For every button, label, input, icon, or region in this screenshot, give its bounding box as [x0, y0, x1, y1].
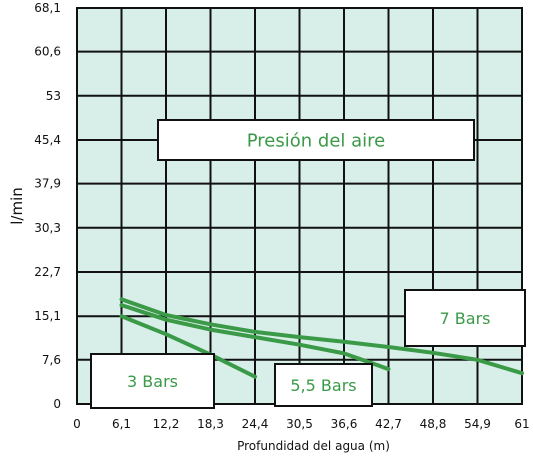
x-tick-label: 54,9 — [464, 417, 491, 431]
x-tick-label: 0 — [73, 417, 81, 431]
annotation-title-box — [157, 119, 475, 161]
series-lines — [119, 297, 524, 379]
series-line-3 — [119, 297, 524, 376]
legend-5-5-bars-box — [274, 363, 373, 407]
x-tick-label: 36,6 — [331, 417, 358, 431]
x-tick-label: 6,1 — [112, 417, 131, 431]
annotation-boxes: Presión del aire 3 Bars 5,5 Bars 7 Bars — [90, 119, 526, 409]
y-tick-label: 53 — [46, 89, 61, 103]
annotation-title-label: Presión del aire — [247, 130, 385, 151]
y-tick-label: 0 — [53, 397, 61, 411]
y-tick-label: 30,3 — [34, 221, 61, 235]
legend-7-bars-label: 7 Bars — [440, 309, 491, 328]
legend-3-bars-box — [90, 353, 215, 409]
y-tick-label: 22,7 — [34, 265, 61, 279]
y-tick-labels: 0 7,6 15,1 22,7 30,3 37,9 45,4 53 60,6 68,1 — [34, 1, 61, 411]
x-tick-label: 18,3 — [197, 417, 224, 431]
x-axis-title: Profundidad del agua (m) — [237, 439, 390, 453]
series-line-1 — [119, 314, 257, 379]
x-tick-label: 42,7 — [375, 417, 402, 431]
legend-3-bars-label: 3 Bars — [127, 372, 178, 391]
y-tick-label: 60,6 — [34, 45, 61, 59]
x-tick-label: 12,2 — [153, 417, 180, 431]
x-tick-labels: 0 6,1 12,2 18,3 24,4 30,5 36,6 42,7 48,8 54,9 61 — [73, 417, 529, 431]
x-tick-label: 48,8 — [420, 417, 447, 431]
y-tick-label: 7,6 — [42, 353, 61, 367]
x-tick-label: 61 — [514, 417, 529, 431]
y-tick-label: 68,1 — [34, 1, 61, 15]
y-tick-label: 37,9 — [34, 177, 61, 191]
x-tick-label: 24,4 — [242, 417, 269, 431]
y-tick-label: 15,1 — [34, 309, 61, 323]
series-line-2 — [119, 303, 391, 372]
y-tick-label: 45,4 — [34, 133, 61, 147]
legend-7-bars-box — [404, 289, 526, 347]
x-tick-label: 30,5 — [286, 417, 313, 431]
y-axis-title: l/min — [8, 187, 26, 225]
legend-5-5-bars-label: 5,5 Bars — [290, 376, 356, 395]
